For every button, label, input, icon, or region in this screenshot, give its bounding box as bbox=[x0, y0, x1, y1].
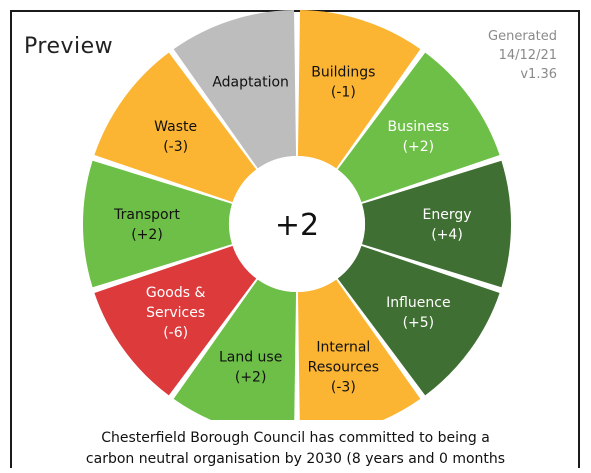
segment-label-business: Business (+2) bbox=[387, 119, 449, 155]
wheel-segment-transport bbox=[82, 160, 233, 288]
wheel-segment-goods-and-services bbox=[94, 245, 257, 396]
wheel-center-score: +2 bbox=[275, 208, 319, 243]
wheel-segment-internal-resources bbox=[297, 279, 421, 420]
wheel-segment-adaptation bbox=[173, 10, 297, 169]
generated-date: 14/12/21 bbox=[498, 48, 557, 63]
segment-label-internal-resources: Internal Resources (-3) bbox=[308, 340, 380, 396]
wheel-center-circle bbox=[229, 156, 365, 292]
wheel-segment-energy bbox=[361, 160, 511, 288]
climate-wheel: Buildings (-1) Business (+2) Energy (+4) Influ… bbox=[82, 10, 511, 420]
preview-title: Preview bbox=[24, 34, 114, 59]
segment-label-waste: Waste (-3) bbox=[154, 119, 197, 155]
generation-info: Generated 14/12/21 v1.36 bbox=[488, 27, 557, 84]
segment-label-goods-and-services: Goods & Services (-6) bbox=[146, 285, 206, 341]
version-label: v1.36 bbox=[520, 67, 557, 82]
segment-label-influence: Influence (+5) bbox=[386, 295, 451, 331]
caption-line-2: carbon neutral organisation by 2030 (8 y… bbox=[85, 451, 506, 467]
segment-label-adaptation: Adaptation bbox=[212, 74, 289, 90]
wheel-segment-waste bbox=[94, 52, 257, 203]
segment-label-transport: Transport (+2) bbox=[113, 207, 180, 243]
caption-line-1: Chesterfield Borough Council has committ… bbox=[101, 430, 490, 446]
generated-label: Generated bbox=[488, 29, 557, 44]
wheel-segment-influence bbox=[337, 245, 500, 396]
wheel-segment-buildings bbox=[297, 10, 421, 169]
wheel-segment-land-use bbox=[173, 279, 297, 420]
segment-label-buildings: Buildings (-1) bbox=[311, 64, 375, 100]
commitment-caption: Chesterfield Borough Council has committ… bbox=[20, 428, 571, 470]
wheel-segment-business bbox=[337, 52, 500, 203]
segment-label-energy: Energy (+4) bbox=[422, 207, 471, 243]
segment-label-land-use: Land use (+2) bbox=[219, 350, 282, 386]
